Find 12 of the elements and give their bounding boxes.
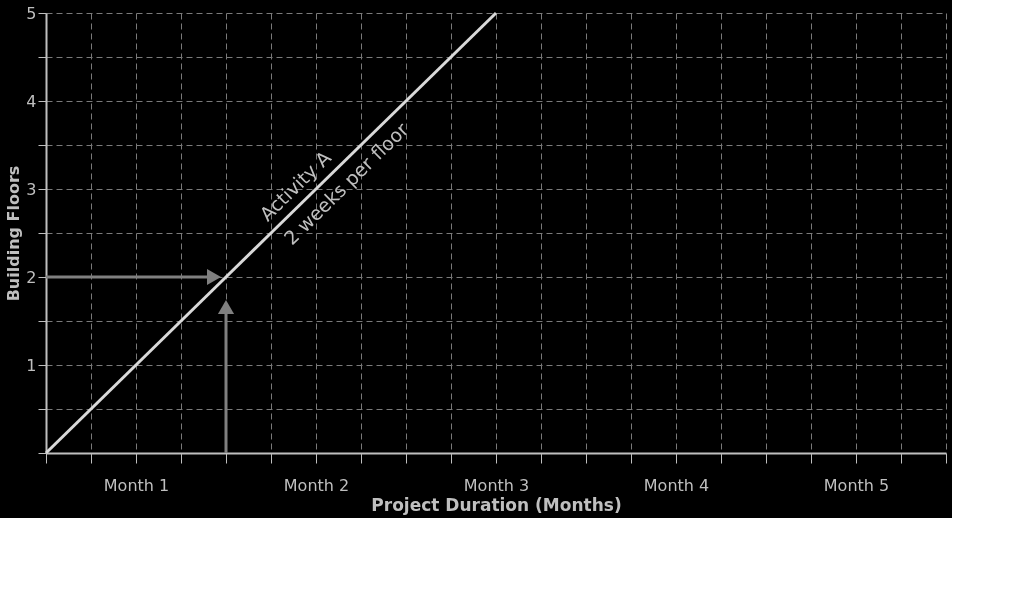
y-tick-label: 5: [26, 3, 37, 23]
y-tick-label: 2: [26, 267, 37, 287]
y-axis-title: Building Floors: [4, 165, 24, 302]
y-tick-label: 4: [26, 91, 37, 111]
x-tick-label: Month 4: [643, 475, 710, 495]
y-tick-label: 3: [26, 179, 37, 199]
y-tick-label: 1: [26, 355, 37, 375]
x-tick-label: Month 3: [463, 475, 530, 495]
x-axis-title: Project Duration (Months): [371, 494, 622, 515]
x-tick-label: Month 2: [283, 475, 350, 495]
x-tick-label: Month 1: [103, 475, 170, 495]
x-tick-label: Month 5: [823, 475, 890, 495]
